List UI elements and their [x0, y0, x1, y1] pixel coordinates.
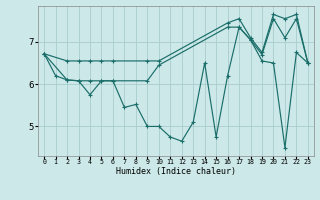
X-axis label: Humidex (Indice chaleur): Humidex (Indice chaleur) [116, 167, 236, 176]
